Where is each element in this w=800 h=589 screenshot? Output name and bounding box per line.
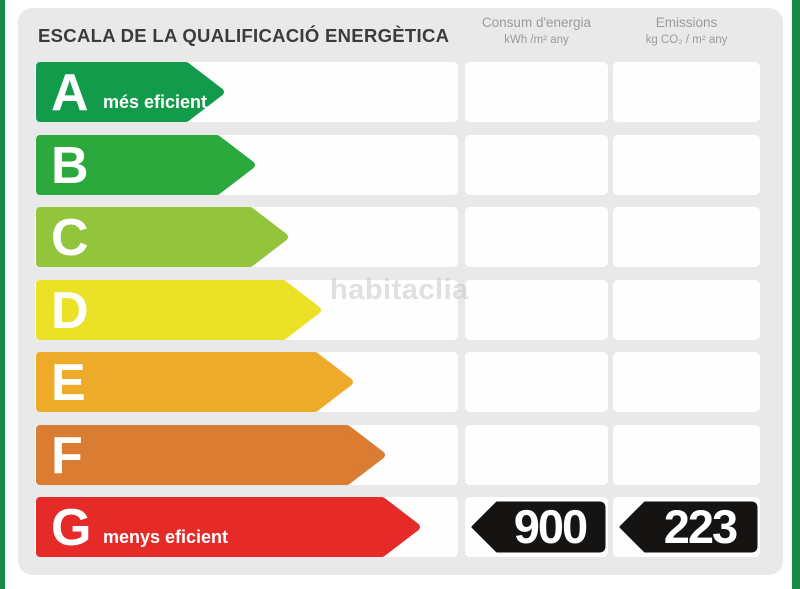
consum-value-cell bbox=[465, 352, 608, 412]
rating-arrow-icon bbox=[36, 497, 420, 557]
rating-letter: G bbox=[51, 499, 92, 557]
emissions-badge-value: 223 bbox=[663, 500, 738, 553]
emissions-value-cell bbox=[613, 207, 760, 267]
rating-letter: A bbox=[51, 64, 89, 122]
left-green-stripe bbox=[0, 0, 5, 589]
rating-letter: E bbox=[51, 354, 86, 412]
consum-column-unit: kWh /m² any bbox=[504, 34, 569, 46]
scale-title: ESCALA DE LA QUALIFICACIÓ ENERGÈTICA bbox=[38, 25, 450, 46]
emissions-value-cell bbox=[613, 424, 760, 485]
rating-label: menys eficient bbox=[103, 527, 229, 547]
rating-letter: C bbox=[51, 209, 89, 267]
energy-certificate-card: ESCALA DE LA QUALIFICACIÓ ENERGÈTICA Con… bbox=[18, 8, 783, 575]
rating-letter: B bbox=[51, 136, 89, 195]
rating-arrow-cell: C bbox=[35, 207, 458, 267]
rating-arrow-icon bbox=[36, 207, 288, 267]
emissions-value-cell bbox=[613, 62, 760, 122]
rating-arrow-icon bbox=[36, 424, 385, 485]
scale-row: D bbox=[35, 279, 760, 340]
left-arrow-badge-icon bbox=[471, 501, 606, 553]
column-header-emissions: Emissions kg CO₂ / m² any bbox=[613, 15, 760, 47]
rating-arrow-cell: B bbox=[35, 134, 458, 195]
emissions-value-cell: 223 bbox=[613, 497, 760, 557]
scale-row: C bbox=[35, 207, 760, 267]
emissions-value-cell bbox=[613, 134, 760, 195]
rating-label: més eficient bbox=[103, 92, 208, 112]
consum-badge-value: 900 bbox=[513, 500, 588, 553]
consum-column-label: Consum d'energia bbox=[481, 15, 592, 30]
rating-arrow-cell: A més eficient bbox=[35, 62, 458, 122]
scale-row: B bbox=[35, 134, 760, 195]
consum-value-cell bbox=[465, 62, 608, 122]
rating-arrow-cell: E bbox=[35, 352, 458, 412]
scale-row: E bbox=[35, 352, 760, 412]
consum-value-cell bbox=[465, 207, 608, 267]
emissions-column-label: Emissions bbox=[655, 15, 718, 30]
rating-arrow-icon bbox=[36, 134, 255, 195]
consum-badge: 900 bbox=[465, 497, 608, 557]
scale-row: F bbox=[35, 424, 760, 485]
rating-arrow-cell: F bbox=[35, 424, 458, 485]
scale-row: G menys eficient 900 223 bbox=[35, 497, 760, 557]
emissions-column-unit: kg CO₂ / m² any bbox=[645, 34, 728, 46]
rating-letter: F bbox=[51, 426, 83, 485]
consum-value-cell bbox=[465, 279, 608, 340]
left-arrow-badge-icon bbox=[619, 501, 758, 553]
rating-arrow-icon bbox=[36, 62, 224, 122]
consum-value-cell bbox=[465, 424, 608, 485]
consum-value-cell: 900 bbox=[465, 497, 608, 557]
emissions-value-cell bbox=[613, 279, 760, 340]
rating-arrow-cell: G menys eficient bbox=[35, 497, 458, 557]
column-header-consum: Consum d'energia kWh /m² any bbox=[465, 15, 608, 47]
rating-arrow-icon bbox=[36, 279, 321, 340]
rating-arrow-cell: D bbox=[35, 279, 458, 340]
right-green-stripe bbox=[792, 0, 800, 589]
scale-rows: A més eficient B bbox=[35, 62, 760, 570]
consum-value-cell bbox=[465, 134, 608, 195]
emissions-value-cell bbox=[613, 352, 760, 412]
rating-arrow-icon bbox=[36, 352, 353, 412]
rating-letter: D bbox=[51, 281, 89, 340]
emissions-badge: 223 bbox=[613, 497, 760, 557]
scale-row: A més eficient bbox=[35, 62, 760, 122]
